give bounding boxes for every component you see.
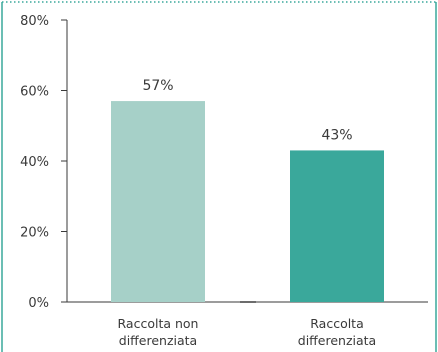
category-label-2-line-1: Raccolta bbox=[310, 316, 364, 331]
x-axis-categories: Raccolta non differenziata Raccolta differe… bbox=[118, 316, 377, 348]
category-label-2-line-2: differenziata bbox=[298, 333, 376, 348]
data-label-2: 43% bbox=[321, 127, 352, 143]
bar-1 bbox=[111, 101, 205, 302]
category-label-1-line-2: differenziata bbox=[119, 333, 197, 348]
y-tick-label: 60% bbox=[20, 85, 49, 100]
y-tick-label: 0% bbox=[28, 296, 49, 311]
category-label-1-line-1: Raccolta non bbox=[118, 316, 199, 331]
y-tick-label: 80% bbox=[20, 14, 49, 29]
bars-group bbox=[111, 101, 384, 302]
data-labels: 57% 43% bbox=[142, 78, 352, 143]
data-label-1: 57% bbox=[142, 78, 173, 94]
bar-2 bbox=[290, 150, 384, 302]
y-tick-label: 20% bbox=[20, 226, 49, 241]
y-tick-label: 40% bbox=[20, 155, 49, 170]
